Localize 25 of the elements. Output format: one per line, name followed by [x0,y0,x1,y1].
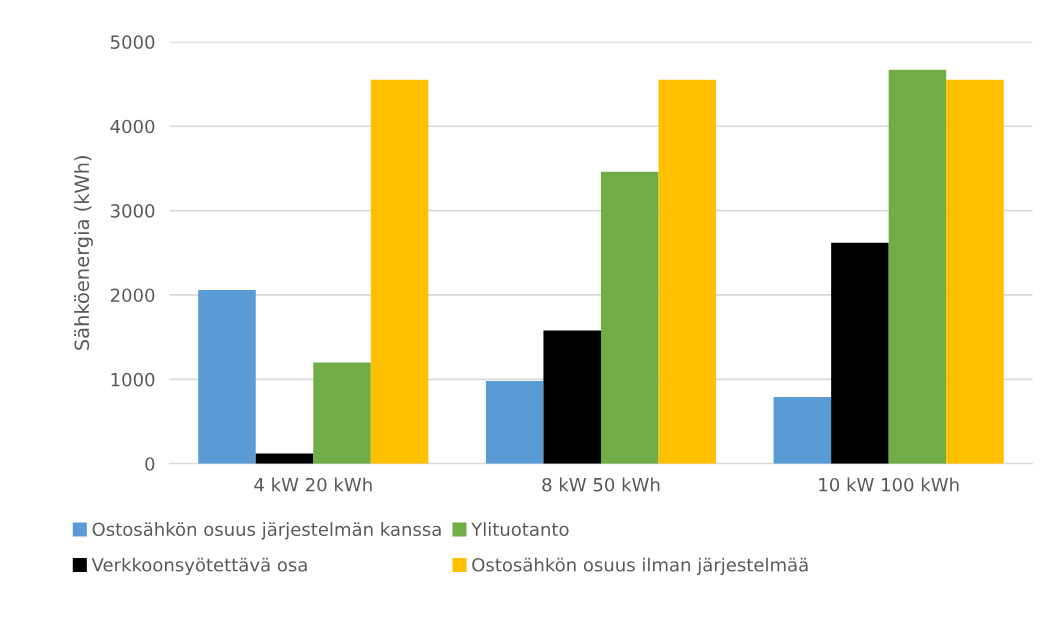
legend-label: Ylituotanto [471,522,569,537]
bar [946,79,1004,464]
y-tick-label: 2000 [110,288,155,303]
bar [543,330,601,464]
bar [485,381,544,464]
bar [600,171,659,464]
bar [773,397,832,464]
bar [370,79,429,464]
y-tick-label: 1000 [111,372,155,387]
bar [831,242,889,464]
bar [888,69,947,464]
legend-label: Verkkoonsyötettävä osa [91,557,307,576]
x-tick-label: 8 kW 50 kWh [542,477,660,492]
y-axis-title: Sähköenergia (kWh) [74,156,93,350]
bar [313,362,371,464]
bar [658,79,717,464]
y-tick-label: 3000 [110,204,155,218]
legend-label: Ostosähkön osuus järjestelmän kanssa [92,522,441,540]
bar [198,289,256,464]
y-tick-label: 4000 [110,119,155,134]
legend-label: Ostosähkön osuus ilman järjestelmää [472,557,808,576]
x-tick-label: 4 kW 20 kWh [254,477,372,492]
y-tick-label: 5000 [110,35,155,49]
y-tick-label: 0 [145,457,155,471]
x-tick-label: 10 kW 100 kWh [819,477,959,492]
